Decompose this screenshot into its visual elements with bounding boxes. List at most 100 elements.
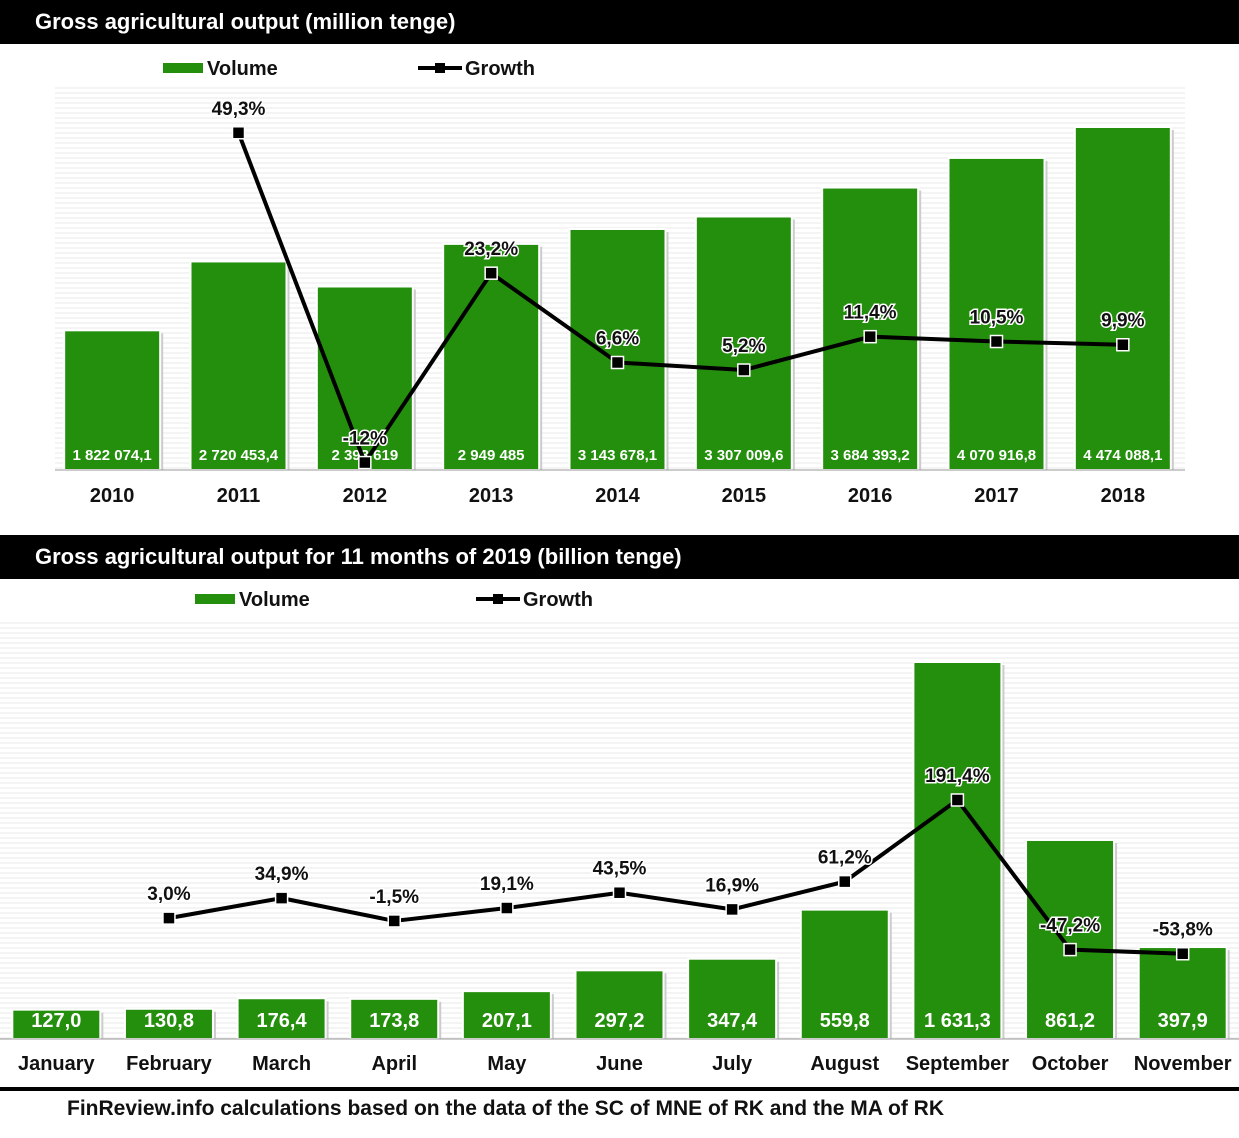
bar-value-label: 861,2: [1045, 1010, 1095, 1032]
legend-growth-label: Growth: [523, 589, 593, 611]
bar-value-label: 3 143 678,1: [578, 447, 657, 464]
growth-point: [231, 126, 246, 140]
bar: [821, 186, 920, 472]
bar: [1073, 126, 1172, 471]
growth-point: [838, 874, 852, 889]
x-tick-label: 2017: [974, 485, 1019, 507]
legend-growth-marker: [493, 594, 503, 604]
growth-point: [274, 891, 289, 905]
bar-value-label: 2 720 453,4: [199, 447, 279, 464]
x-tick-label: August: [810, 1053, 879, 1075]
bar-value-label: 127,0: [31, 1010, 81, 1032]
x-tick-label: 2010: [90, 485, 135, 507]
growth-point: [950, 793, 965, 807]
bar: [11, 1008, 102, 1040]
x-tick-label: 2016: [848, 485, 893, 507]
bar-value-label: 347,4: [707, 1010, 758, 1032]
bar-value-label: 1 631,3: [924, 1010, 991, 1032]
growth-point: [162, 911, 176, 925]
growth-value-label: 49,3%: [212, 99, 266, 120]
legend-growth-marker: [435, 63, 445, 73]
x-tick-label: March: [252, 1053, 311, 1075]
x-tick-label: 2018: [1101, 485, 1146, 507]
growth-value-label: 43,5%: [593, 859, 647, 880]
bar-value-label: 2 393 619: [331, 447, 398, 464]
legend-volume-swatch: [195, 594, 235, 604]
growth-line: [168, 797, 1183, 956]
growth-value-label: 23,2%: [464, 239, 518, 260]
growth-value-label: -1,5%: [369, 887, 419, 908]
legend-volume-label: Volume: [239, 589, 310, 611]
x-tick-label: 2012: [343, 485, 388, 507]
chart2-title: Gross agricultural output for 11 months …: [0, 535, 1239, 579]
x-tick-label: October: [1032, 1053, 1109, 1075]
legend-volume-label: Volume: [207, 58, 278, 80]
growth-point: [387, 914, 401, 928]
growth-value-label: -12%: [343, 429, 387, 450]
bar: [63, 329, 162, 471]
footer-divider: [0, 1087, 1239, 1091]
growth-value-label: 9,9%: [1101, 311, 1144, 332]
growth-point: [358, 455, 372, 470]
growth-point: [500, 901, 514, 915]
growth-value-label: 5,2%: [722, 336, 765, 357]
legend-volume-swatch: [163, 63, 203, 73]
bar: [349, 997, 440, 1040]
x-tick-label: July: [712, 1053, 753, 1075]
bar: [687, 957, 778, 1040]
x-tick-label: 2014: [595, 485, 640, 507]
bar-value-label: 4 474 088,1: [1083, 447, 1162, 464]
growth-point: [1175, 946, 1190, 961]
x-tick-label: May: [487, 1053, 527, 1075]
bar-value-label: 176,4: [257, 1010, 308, 1032]
x-tick-label: 2015: [722, 485, 767, 507]
bar-value-label: 3 684 393,2: [831, 447, 910, 464]
growth-value-label: -47,2%: [1040, 916, 1100, 937]
bar: [947, 156, 1046, 471]
growth-line: [236, 132, 1123, 465]
growth-value-label: 11,4%: [844, 303, 897, 324]
bar-value-label: 397,9: [1158, 1010, 1208, 1032]
growth-point: [989, 334, 1004, 349]
bar-value-label: 207,1: [482, 1010, 532, 1032]
bar-value-label: 4 070 916,8: [957, 447, 1036, 464]
bar: [912, 661, 1003, 1040]
bar: [236, 997, 327, 1040]
growth-point: [1063, 942, 1077, 957]
x-tick-label: January: [18, 1053, 96, 1075]
x-tick-label: September: [906, 1053, 1010, 1075]
growth-point: [612, 885, 627, 900]
growth-point: [863, 329, 877, 344]
growth-value-label: -53,8%: [1153, 920, 1213, 941]
growth-point: [484, 266, 498, 280]
growth-point: [737, 363, 751, 377]
bar: [799, 908, 890, 1040]
growth-point: [1116, 337, 1130, 352]
x-tick-label: 2013: [469, 485, 514, 507]
growth-value-label: 34,9%: [255, 864, 309, 885]
bar-value-label: 1 822 074,1: [73, 447, 152, 464]
growth-value-label: 16,9%: [705, 875, 759, 896]
growth-value-label: 10,5%: [970, 308, 1024, 329]
x-tick-label: June: [596, 1053, 643, 1075]
bar-value-label: 3 307 009,6: [704, 447, 783, 464]
x-tick-label: 2011: [217, 485, 260, 507]
legend-growth-label: Growth: [465, 58, 535, 80]
growth-value-label: 61,2%: [818, 848, 872, 869]
chart1-title: Gross agricultural output (million tenge…: [0, 0, 1239, 44]
growth-value-label: 19,1%: [480, 874, 534, 895]
chart1-plot: Volume Growth 1 822 074,1 2 720 453,4 2 393 …: [55, 58, 1185, 507]
growth-value-label: 6,6%: [596, 328, 639, 349]
bar: [1025, 838, 1116, 1040]
source-footer: FinReview.info calculations based on the…: [67, 1097, 944, 1120]
x-tick-label: November: [1134, 1053, 1232, 1075]
growth-point: [725, 902, 739, 917]
bar-value-label: 2 949 485: [458, 447, 525, 464]
growth-value-label: 191,4%: [925, 766, 990, 787]
growth-point: [610, 355, 625, 370]
bar-value-label: 173,8: [369, 1010, 419, 1032]
x-tick-label: February: [126, 1053, 212, 1075]
x-tick-label: April: [371, 1053, 417, 1075]
bar-value-label: 130,8: [144, 1010, 194, 1032]
bar: [1137, 946, 1228, 1040]
